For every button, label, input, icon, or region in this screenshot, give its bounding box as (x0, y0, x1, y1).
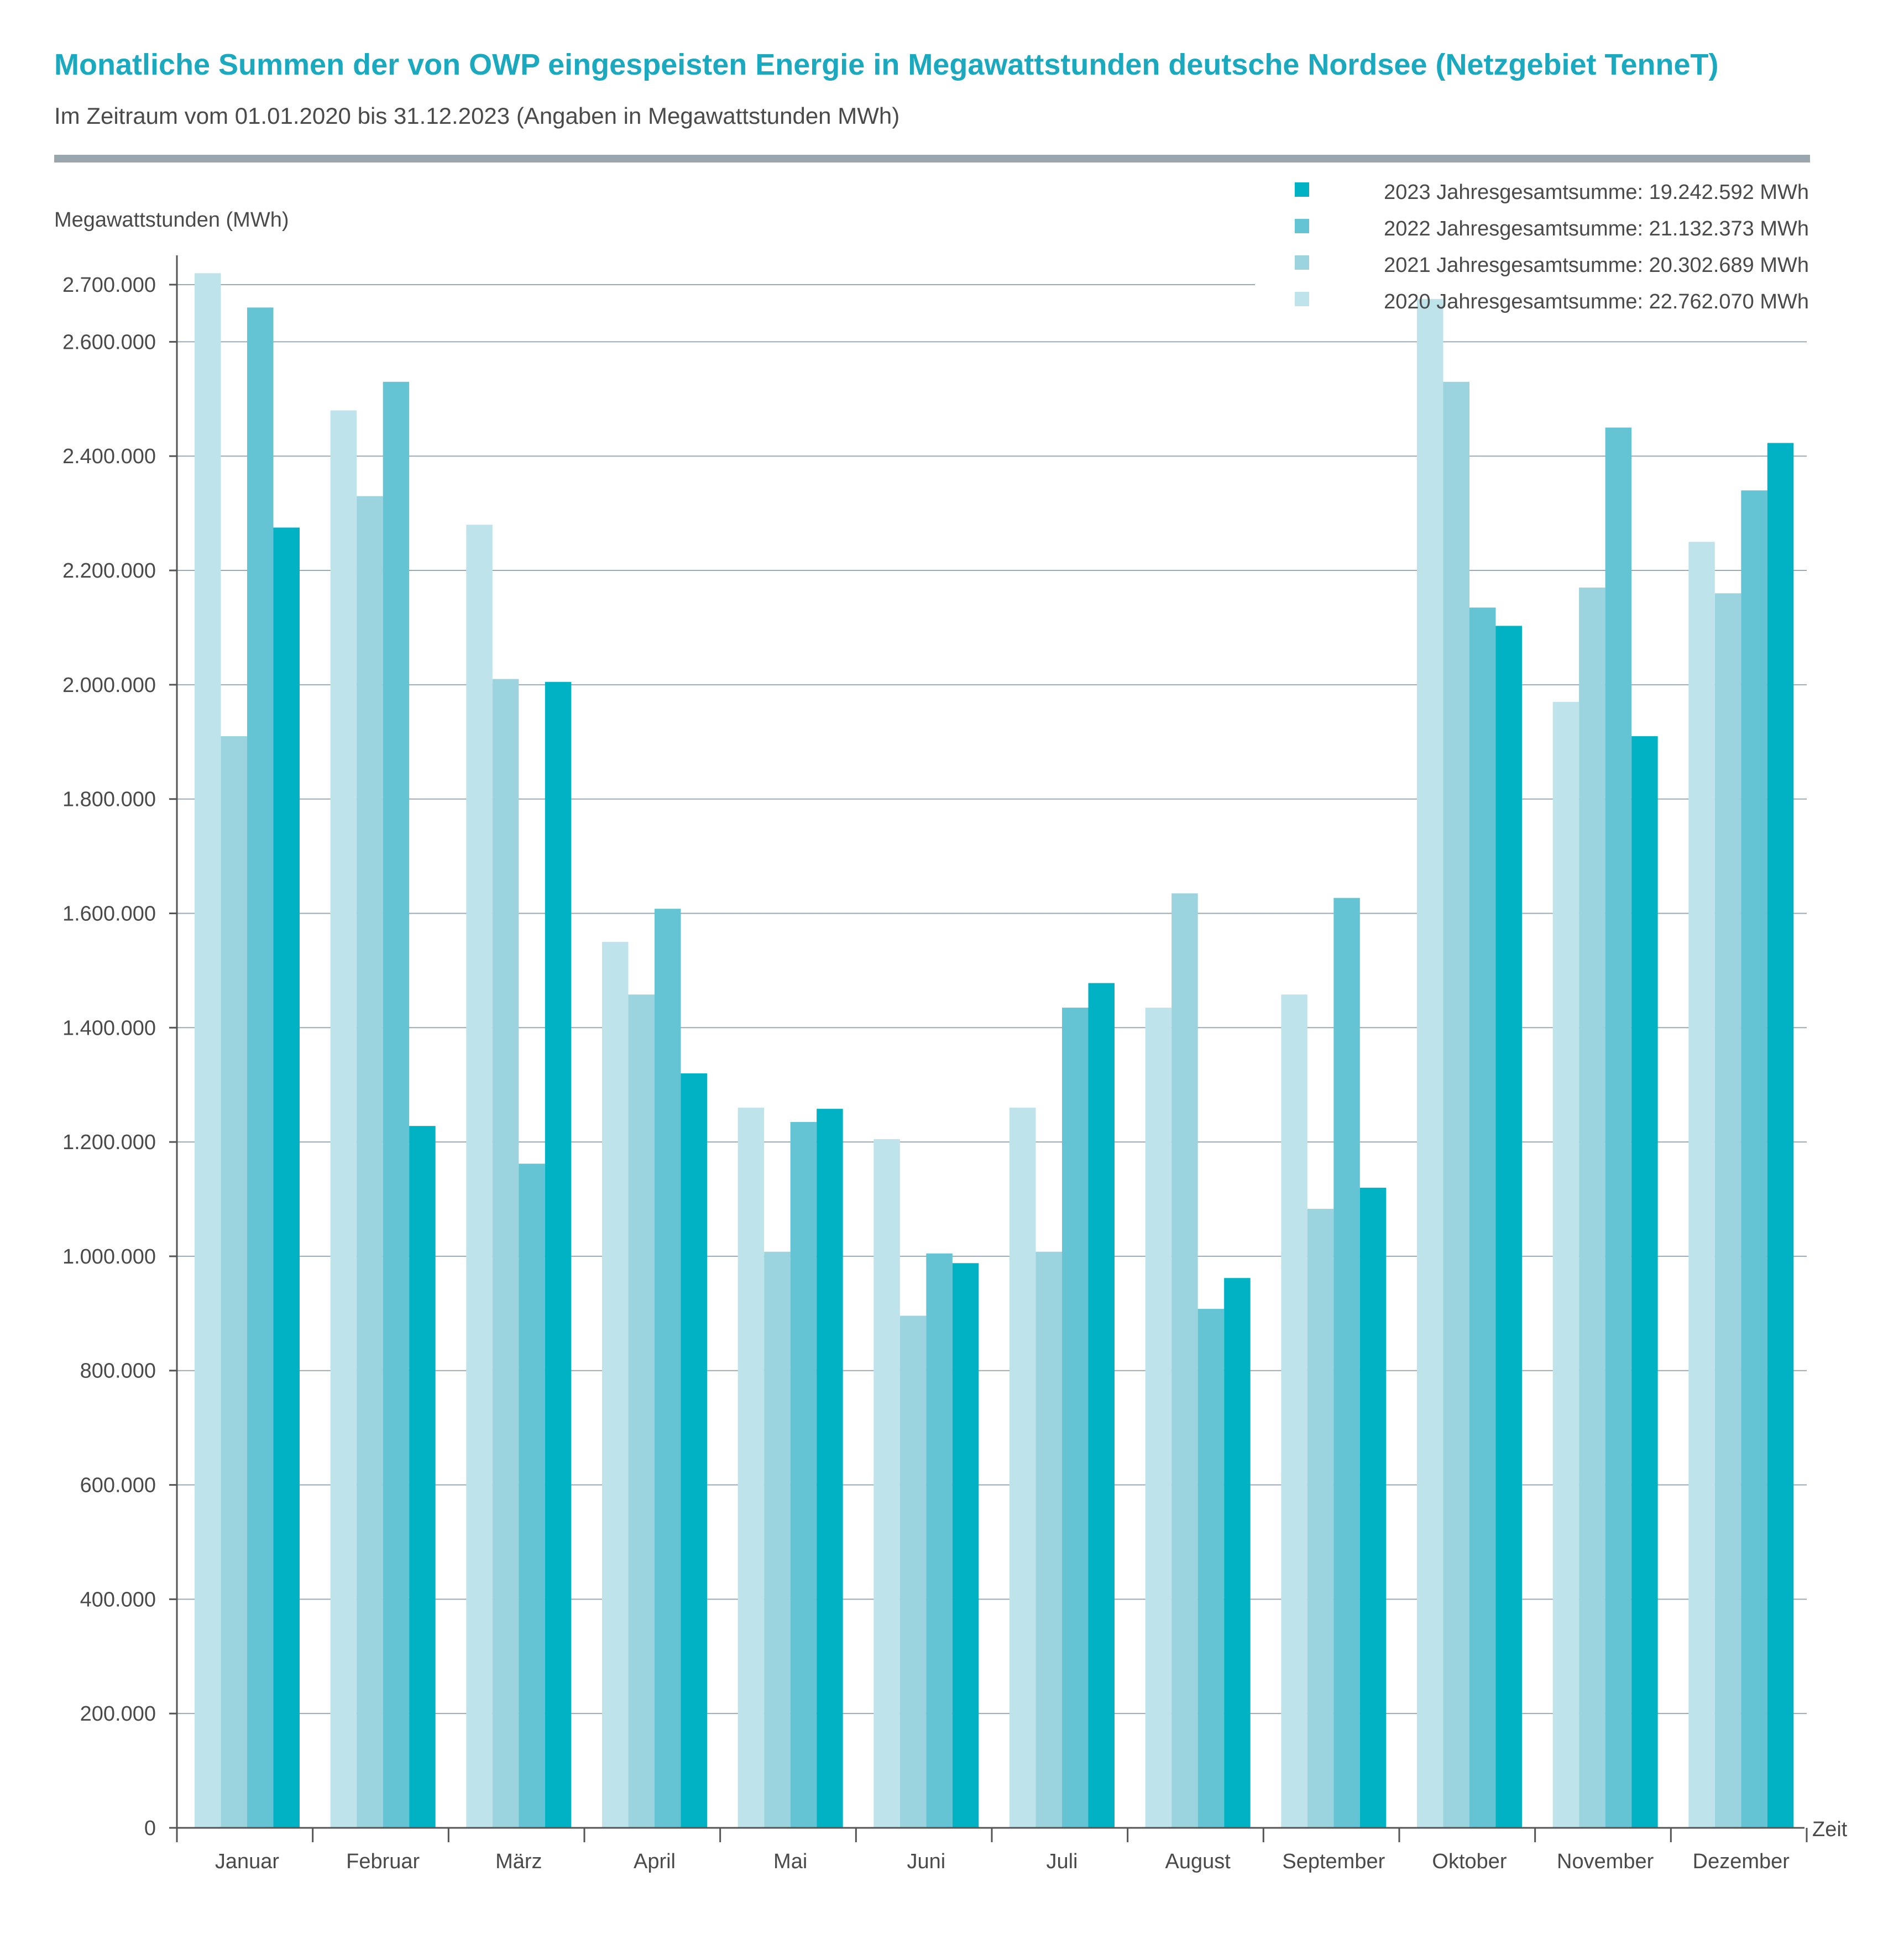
y-tick-label: 2.000.000 (62, 674, 156, 697)
legend-swatch (1295, 219, 1309, 233)
bar-2022-9 (1469, 607, 1496, 1828)
bar-2021-10 (1579, 588, 1605, 1828)
bars (195, 273, 1794, 1828)
bar-2022-7 (1197, 1309, 1225, 1828)
y-tick-label: 400.000 (80, 1588, 156, 1611)
bar-2021-11 (1714, 593, 1741, 1828)
x-tick-label: März (495, 1850, 542, 1873)
x-tick-label: Mai (773, 1850, 807, 1873)
legend-swatch (1295, 292, 1309, 306)
bar-2020-0 (195, 273, 221, 1828)
y-tick-label: 1.000.000 (62, 1245, 156, 1268)
bar-2020-11 (1688, 542, 1715, 1828)
y-tick-label: 0 (144, 1817, 156, 1840)
gridlines (177, 284, 1807, 1715)
title-divider (54, 155, 1810, 162)
x-tick-label: Januar (215, 1850, 280, 1873)
bar-2022-6 (1062, 1008, 1089, 1828)
bar-2023-1 (409, 1126, 436, 1828)
bar-2023-10 (1631, 736, 1658, 1828)
bar-2021-4 (764, 1251, 791, 1828)
bar-2022-11 (1741, 490, 1767, 1828)
legend-entry: 2022 Jahresgesamtsumme: 21.132.373 MWh (1384, 217, 1809, 240)
bar-2020-9 (1417, 298, 1443, 1828)
bar-2022-4 (790, 1121, 817, 1828)
legend-entry: 2020 Jahresgesamtsumme: 22.762.070 MWh (1384, 290, 1809, 313)
bar-2023-4 (817, 1109, 843, 1828)
bar-2021-2 (492, 679, 519, 1828)
bar-2021-3 (628, 994, 655, 1828)
x-tick-label: Dezember (1693, 1850, 1790, 1873)
y-tick-label: 800.000 (80, 1360, 156, 1383)
chart-subtitle: Im Zeitraum vom 01.01.2020 bis 31.12.202… (54, 103, 900, 129)
bar-2023-9 (1495, 626, 1522, 1828)
bar-2020-2 (466, 525, 493, 1828)
bar-2020-4 (737, 1108, 765, 1828)
x-tick-label: Juli (1046, 1850, 1077, 1873)
bar-2020-10 (1552, 701, 1579, 1828)
y-tick-label: 1.200.000 (62, 1131, 156, 1154)
x-axis-label: Zeit (1812, 1818, 1848, 1841)
bar-2023-2 (545, 682, 572, 1828)
legend-swatch (1295, 255, 1309, 270)
bar-2021-0 (221, 736, 247, 1828)
legend-swatch (1295, 182, 1309, 197)
y-tick-label: 200.000 (80, 1702, 156, 1726)
bar-2020-1 (330, 410, 357, 1828)
bar-2020-8 (1281, 994, 1307, 1828)
x-tick-label: Februar (346, 1850, 420, 1873)
legend: 2023 Jahresgesamtsumme: 19.242.592 MWh 20… (1295, 181, 1809, 313)
y-tick-label: 2.200.000 (62, 559, 156, 583)
bar-2020-3 (602, 942, 629, 1828)
x-tick-label: Oktober (1432, 1850, 1507, 1873)
y-tick-label: 2.400.000 (62, 445, 156, 468)
bar-2021-7 (1171, 893, 1198, 1828)
x-tick-label: April (634, 1850, 676, 1873)
bar-2023-7 (1224, 1278, 1251, 1828)
bar-2023-6 (1088, 983, 1115, 1828)
y-tick-label: 600.000 (80, 1474, 156, 1497)
bar-2021-1 (357, 496, 383, 1828)
bar-2022-5 (926, 1253, 953, 1828)
x-tick-label: September (1282, 1850, 1385, 1873)
axes: 0 200.000 400.000 600.000 800.000 1.000.000 1.… (62, 255, 1808, 1873)
bar-2022-1 (383, 381, 410, 1828)
legend-entry: 2021 Jahresgesamtsumme: 20.302.689 MWh (1384, 254, 1809, 277)
y-tick-label: 1.600.000 (62, 902, 156, 925)
bar-2022-0 (247, 307, 274, 1828)
y-tick-label: 1.800.000 (62, 788, 156, 811)
bar-2020-5 (873, 1139, 900, 1828)
bar-2021-6 (1035, 1251, 1062, 1828)
x-tick-label: November (1557, 1850, 1654, 1873)
bar-2021-9 (1443, 381, 1469, 1828)
bar-2022-3 (655, 909, 681, 1828)
bar-2023-3 (681, 1073, 707, 1828)
bar-2021-5 (899, 1315, 927, 1828)
bar-2023-5 (952, 1263, 979, 1828)
y-axis-label: Megawattstunden (MWh) (54, 208, 289, 232)
bar-2022-2 (519, 1163, 545, 1828)
y-tick-label: 2.600.000 (62, 331, 156, 354)
chart-title: Monatliche Summen der von OWP eingespeis… (54, 48, 1719, 81)
bar-2020-6 (1009, 1108, 1036, 1828)
bar-2021-8 (1307, 1209, 1334, 1828)
x-tick-label: August (1165, 1850, 1231, 1873)
y-tick-label: 1.400.000 (62, 1016, 156, 1040)
bar-2023-11 (1767, 443, 1794, 1828)
bar-2023-0 (273, 527, 300, 1828)
bar-2022-10 (1605, 427, 1632, 1828)
legend-entry: 2023 Jahresgesamtsumme: 19.242.592 MWh (1384, 181, 1809, 204)
x-tick-label: Juni (907, 1850, 945, 1873)
y-tick-label: 2.700.000 (62, 274, 156, 297)
bar-2020-7 (1145, 1008, 1172, 1828)
bar-2023-8 (1359, 1187, 1387, 1828)
bar-2022-8 (1333, 898, 1360, 1828)
